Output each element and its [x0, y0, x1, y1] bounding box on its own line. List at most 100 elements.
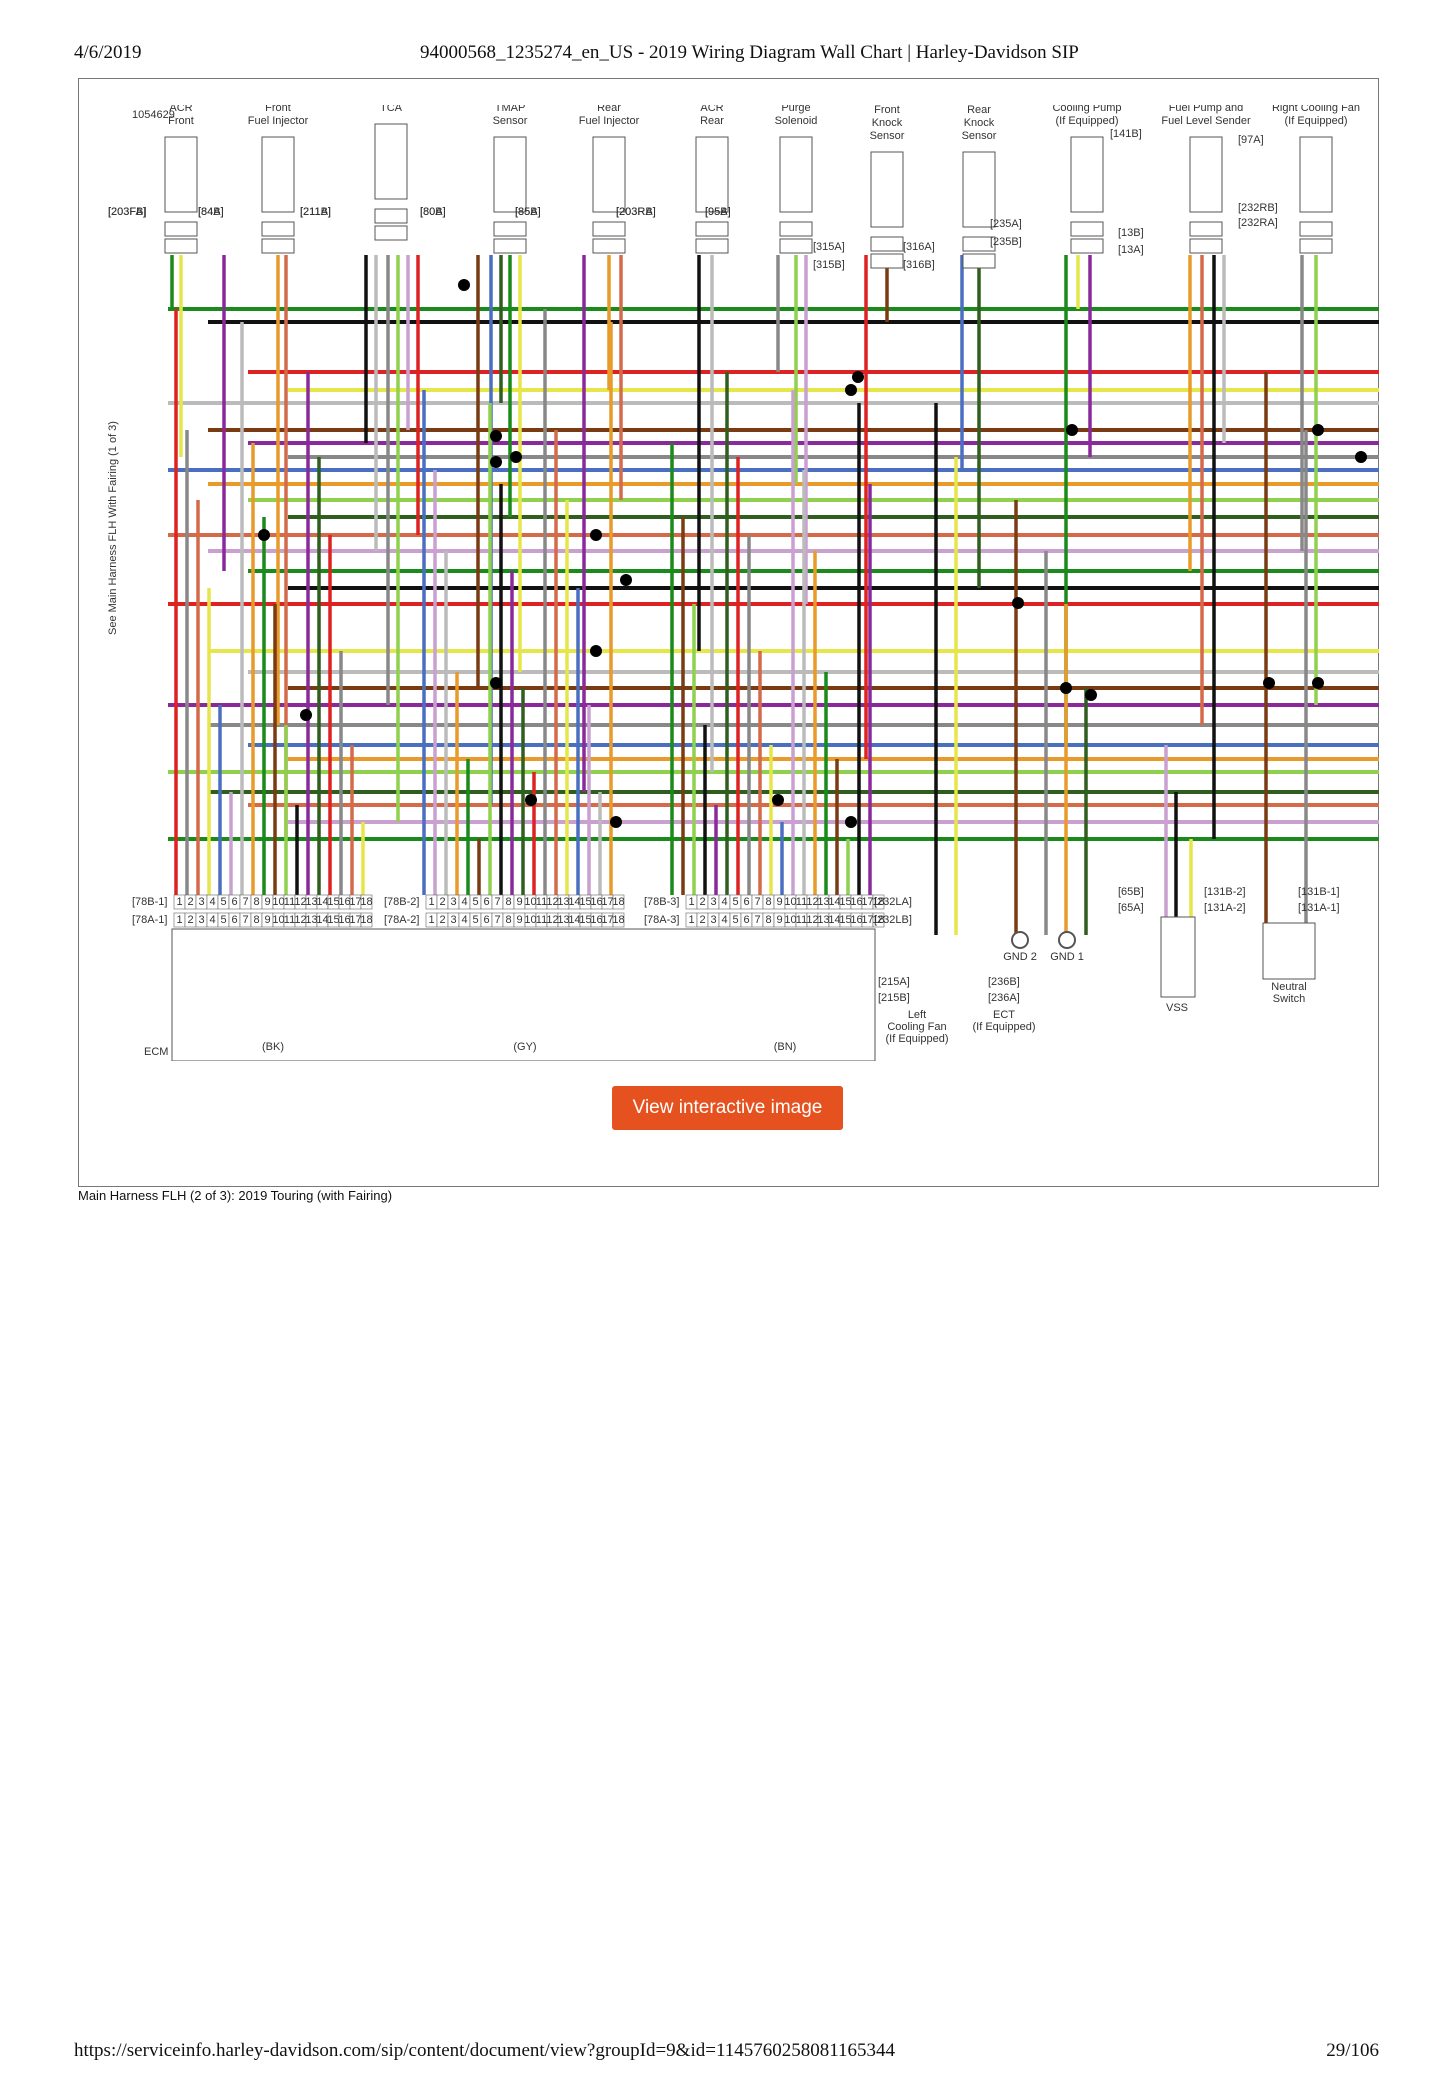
connector	[1299, 221, 1333, 237]
connector	[962, 253, 996, 269]
pin-number: 8	[505, 896, 511, 908]
pin-number: 3	[710, 896, 716, 908]
pin-number: 4	[209, 896, 215, 908]
connector-label: [95A]	[705, 206, 731, 218]
connector	[1189, 238, 1223, 254]
pin-number: 2	[699, 914, 705, 926]
connector	[493, 238, 527, 254]
pin-number: 18	[612, 914, 624, 926]
splice	[590, 529, 602, 541]
pin-number: 6	[231, 896, 237, 908]
diagram-id: 1054629	[132, 109, 175, 121]
component-body	[779, 136, 813, 213]
pin-number: 7	[754, 896, 760, 908]
connector	[261, 238, 295, 254]
pin-number: 13	[305, 914, 317, 926]
pin-number: 15	[327, 914, 339, 926]
pin-number: 15	[839, 914, 851, 926]
component-label: TCA	[380, 105, 403, 114]
vss-body	[1160, 916, 1196, 998]
connector-label: [78A-3]	[644, 914, 679, 926]
connector-label: [95B]	[705, 206, 731, 218]
connector-label: [315A]	[813, 241, 845, 253]
pin-number: 4	[209, 914, 215, 926]
connector-label: [203RB]	[616, 206, 656, 218]
pin-number: 5	[732, 914, 738, 926]
connector-label: [141B]	[1110, 128, 1142, 140]
pin-number: 5	[472, 896, 478, 908]
connector-label: [235B]	[990, 236, 1022, 248]
pin-number: 10	[524, 914, 536, 926]
pin-number: 2	[439, 914, 445, 926]
pin-number: 5	[220, 914, 226, 926]
pin-number: 7	[494, 914, 500, 926]
connector-color: (GY)	[513, 1041, 536, 1053]
pin-number: 8	[505, 914, 511, 926]
pin-number: 3	[198, 896, 204, 908]
ground	[1011, 931, 1029, 949]
splice	[1066, 424, 1078, 436]
component-label: Fuel Injector	[248, 115, 309, 127]
connector-label: [232RA]	[1238, 217, 1278, 229]
connector	[164, 221, 198, 237]
pin-number: 7	[754, 914, 760, 926]
pin	[360, 894, 373, 910]
component-label: Front	[168, 115, 194, 127]
pin-number: 10	[272, 896, 284, 908]
pin-number: 15	[579, 914, 591, 926]
component-label: Neutral	[1271, 981, 1306, 993]
connector-label: [316B]	[903, 259, 935, 271]
pin-number: 6	[231, 914, 237, 926]
splice	[1355, 451, 1367, 463]
pin-number: 18	[872, 896, 884, 908]
pin-number: 7	[242, 896, 248, 908]
bottom-label: [65A]	[1118, 902, 1144, 914]
print-date: 4/6/2019	[74, 42, 142, 63]
pin-number: 10	[272, 914, 284, 926]
component-label: (If Equipped)	[1285, 115, 1348, 127]
pin-number: 13	[817, 914, 829, 926]
splice	[1085, 689, 1097, 701]
splice	[845, 384, 857, 396]
bottom-label: [232LA]	[874, 896, 912, 908]
pin-number: 12	[294, 914, 306, 926]
connector	[374, 208, 408, 224]
connector	[962, 236, 996, 252]
connector-label: [211B]	[300, 206, 331, 218]
pin-number: 18	[872, 914, 884, 926]
splice	[1012, 597, 1024, 609]
pin-number: 7	[242, 914, 248, 926]
pin-number: 17	[861, 914, 873, 926]
caption: Main Harness FLH (2 of 3): 2019 Touring …	[78, 1188, 393, 1203]
switch-body	[1262, 922, 1316, 980]
connector	[261, 221, 295, 237]
connector-label: [315B]	[813, 259, 845, 271]
pin-number: 5	[472, 914, 478, 926]
component-body	[870, 151, 904, 228]
pin	[872, 912, 885, 928]
footer-page: 29/106	[1326, 2040, 1379, 2061]
splice	[490, 677, 502, 689]
connector-label: [78A-1]	[132, 914, 167, 926]
connector-label: [316A]	[903, 241, 935, 253]
bottom-label: [131B-1]	[1298, 886, 1340, 898]
pin-number: 14	[568, 914, 580, 926]
component-label: Knock	[872, 117, 903, 129]
connector-label: [203FB]	[108, 206, 147, 218]
pin	[360, 912, 373, 928]
connector	[1070, 221, 1104, 237]
bottom-label: [131A-2]	[1204, 902, 1246, 914]
bottom-label: [236A]	[988, 992, 1020, 1004]
pin-number: 17	[349, 914, 361, 926]
component-body	[1070, 136, 1104, 213]
connector	[1070, 238, 1104, 254]
pin-number: 10	[784, 896, 796, 908]
connector-label: [78B-1]	[132, 896, 167, 908]
connector-label: [203FA]	[108, 206, 146, 218]
pin-number: 2	[187, 896, 193, 908]
component-body	[164, 136, 198, 213]
pin-number: 18	[360, 914, 372, 926]
connector-color: (BN)	[774, 1041, 797, 1053]
view-interactive-button[interactable]: View interactive image	[612, 1086, 843, 1130]
connector	[1299, 238, 1333, 254]
